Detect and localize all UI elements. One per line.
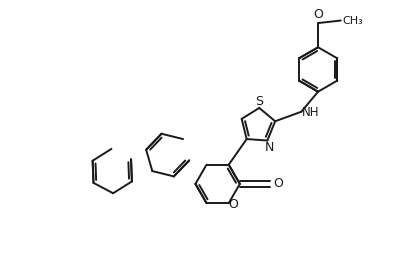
Text: O: O <box>228 198 238 211</box>
Text: O: O <box>313 8 323 21</box>
Text: O: O <box>274 177 284 190</box>
Text: S: S <box>255 95 263 108</box>
Text: CH₃: CH₃ <box>343 16 364 25</box>
Text: NH: NH <box>302 106 320 119</box>
Text: N: N <box>265 140 275 153</box>
